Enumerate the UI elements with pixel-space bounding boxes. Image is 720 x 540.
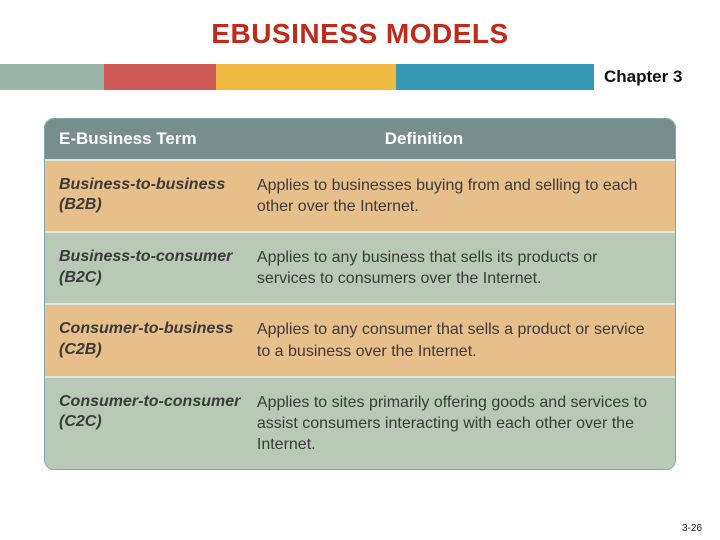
accent-colorbar: Chapter 3 bbox=[0, 64, 720, 90]
table-header-term: E-Business Term bbox=[45, 119, 253, 159]
table-row: Consumer-to-business (C2B) Applies to an… bbox=[45, 303, 675, 375]
table-header-definition: Definition bbox=[253, 119, 675, 159]
definition-cell: Applies to sites primarily offering good… bbox=[253, 378, 675, 469]
definition-cell: Applies to businesses buying from and se… bbox=[253, 161, 675, 231]
colorbar-seg-2 bbox=[104, 64, 216, 90]
chapter-label: Chapter 3 bbox=[594, 67, 720, 87]
term-cell: Business-to-business (B2B) bbox=[45, 161, 253, 231]
colorbar-seg-3 bbox=[216, 64, 396, 90]
definition-cell: Applies to any business that sells its p… bbox=[253, 233, 675, 303]
definitions-table: E-Business Term Definition Business-to-b… bbox=[44, 118, 676, 470]
colorbar-seg-1 bbox=[0, 64, 104, 90]
table-header-row: E-Business Term Definition bbox=[45, 119, 675, 159]
table-row: Business-to-business (B2B) Applies to bu… bbox=[45, 159, 675, 231]
definition-cell: Applies to any consumer that sells a pro… bbox=[253, 305, 675, 375]
table-row: Business-to-consumer (B2C) Applies to an… bbox=[45, 231, 675, 303]
term-cell: Consumer-to-business (C2B) bbox=[45, 305, 253, 375]
colorbar-seg-4 bbox=[396, 64, 594, 90]
term-cell: Business-to-consumer (B2C) bbox=[45, 233, 253, 303]
page-number: 3-26 bbox=[682, 523, 702, 534]
term-cell: Consumer-to-consumer (C2C) bbox=[45, 378, 253, 469]
page-title: EBUSINESS MODELS bbox=[0, 0, 720, 64]
table-row: Consumer-to-consumer (C2C) Applies to si… bbox=[45, 376, 675, 469]
